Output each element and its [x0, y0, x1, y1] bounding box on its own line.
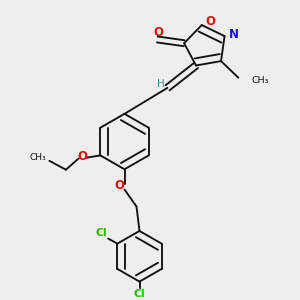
Text: O: O	[77, 149, 87, 163]
Text: H: H	[157, 79, 165, 89]
Text: O: O	[205, 15, 215, 28]
Text: N: N	[229, 28, 238, 41]
Text: Cl: Cl	[95, 228, 107, 238]
Text: O: O	[153, 26, 163, 38]
Text: CH₃: CH₃	[30, 153, 46, 162]
Text: O: O	[114, 179, 124, 193]
Text: Cl: Cl	[134, 289, 145, 299]
Text: CH₃: CH₃	[252, 76, 269, 85]
